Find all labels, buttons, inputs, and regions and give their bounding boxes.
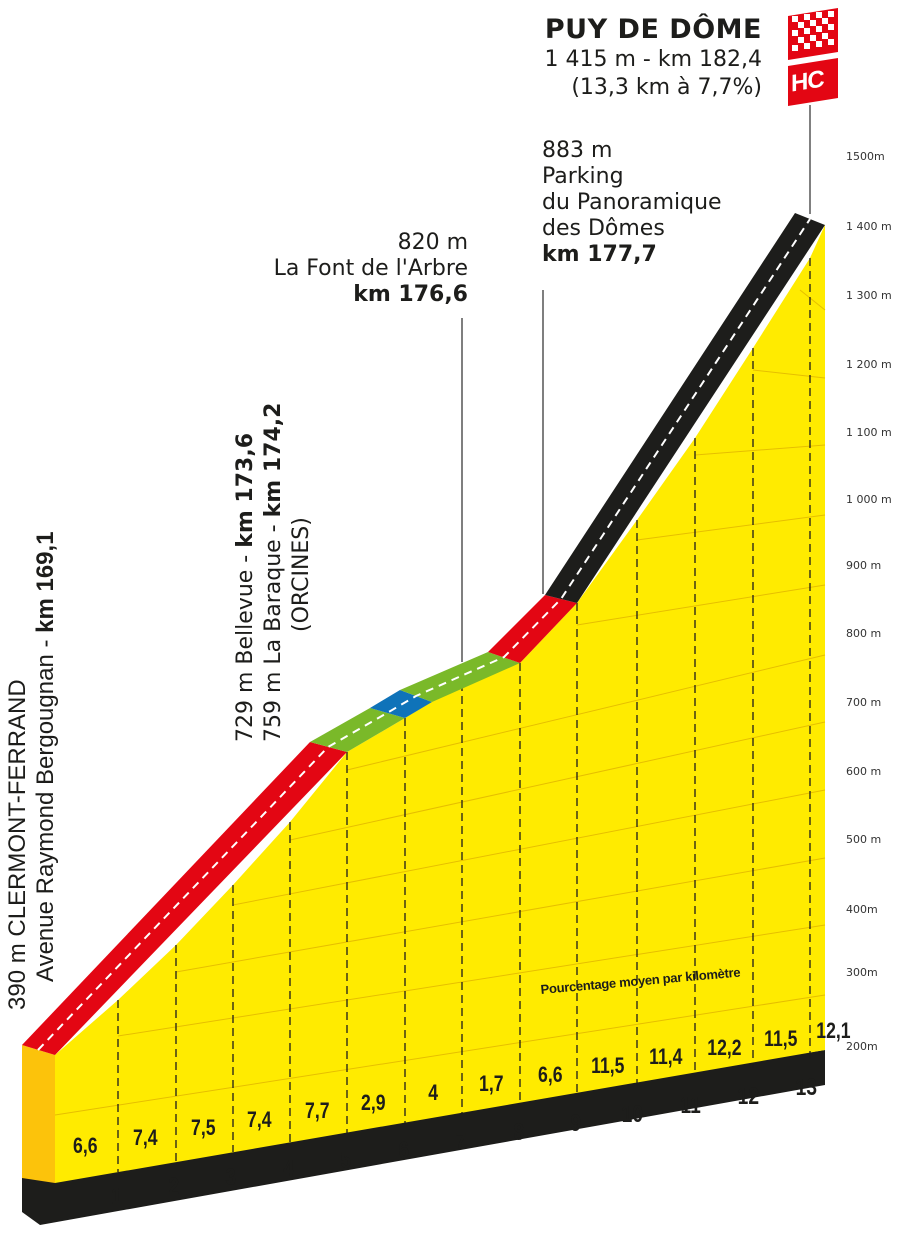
annotation-start-clermont: 390 m CLERMONT-FERRAND Avenue Raymond Be… bbox=[4, 531, 59, 1010]
km-dividers bbox=[117, 258, 811, 1172]
altitude-gridlines bbox=[54, 289, 826, 1116]
profile-body bbox=[55, 225, 825, 1183]
summit-flag-icon bbox=[788, 8, 838, 106]
road-center-dashes bbox=[37, 218, 811, 1051]
road-segment-red-2 bbox=[488, 595, 577, 663]
road-segment-red-1 bbox=[22, 742, 347, 1055]
summit-altitude-km: 1 415 m - km 182,4 bbox=[544, 47, 762, 72]
annotation-bellevue-labaraque: 729 m Bellevue - km 173,6 759 m La Baraq… bbox=[233, 402, 314, 742]
category-badge: HC bbox=[791, 65, 824, 98]
annotation-leaders bbox=[461, 105, 811, 662]
summit-title: PUY DE DÔME bbox=[544, 14, 762, 45]
profile-side-face bbox=[22, 1045, 55, 1183]
summit-subtitle: 1 415 m - km 182,4 (13,3 km à 7,7%) bbox=[545, 46, 762, 102]
base-slab bbox=[22, 1050, 825, 1225]
summit-length-gradient: (13,3 km à 7,7%) bbox=[571, 75, 762, 100]
road-surface bbox=[22, 213, 825, 1055]
annotation-parking: 883 m Parking du Panoramique des Dômes k… bbox=[542, 138, 722, 267]
annotation-font-de-larbre: 820 m La Font de l'Arbre km 176,6 bbox=[273, 230, 468, 307]
